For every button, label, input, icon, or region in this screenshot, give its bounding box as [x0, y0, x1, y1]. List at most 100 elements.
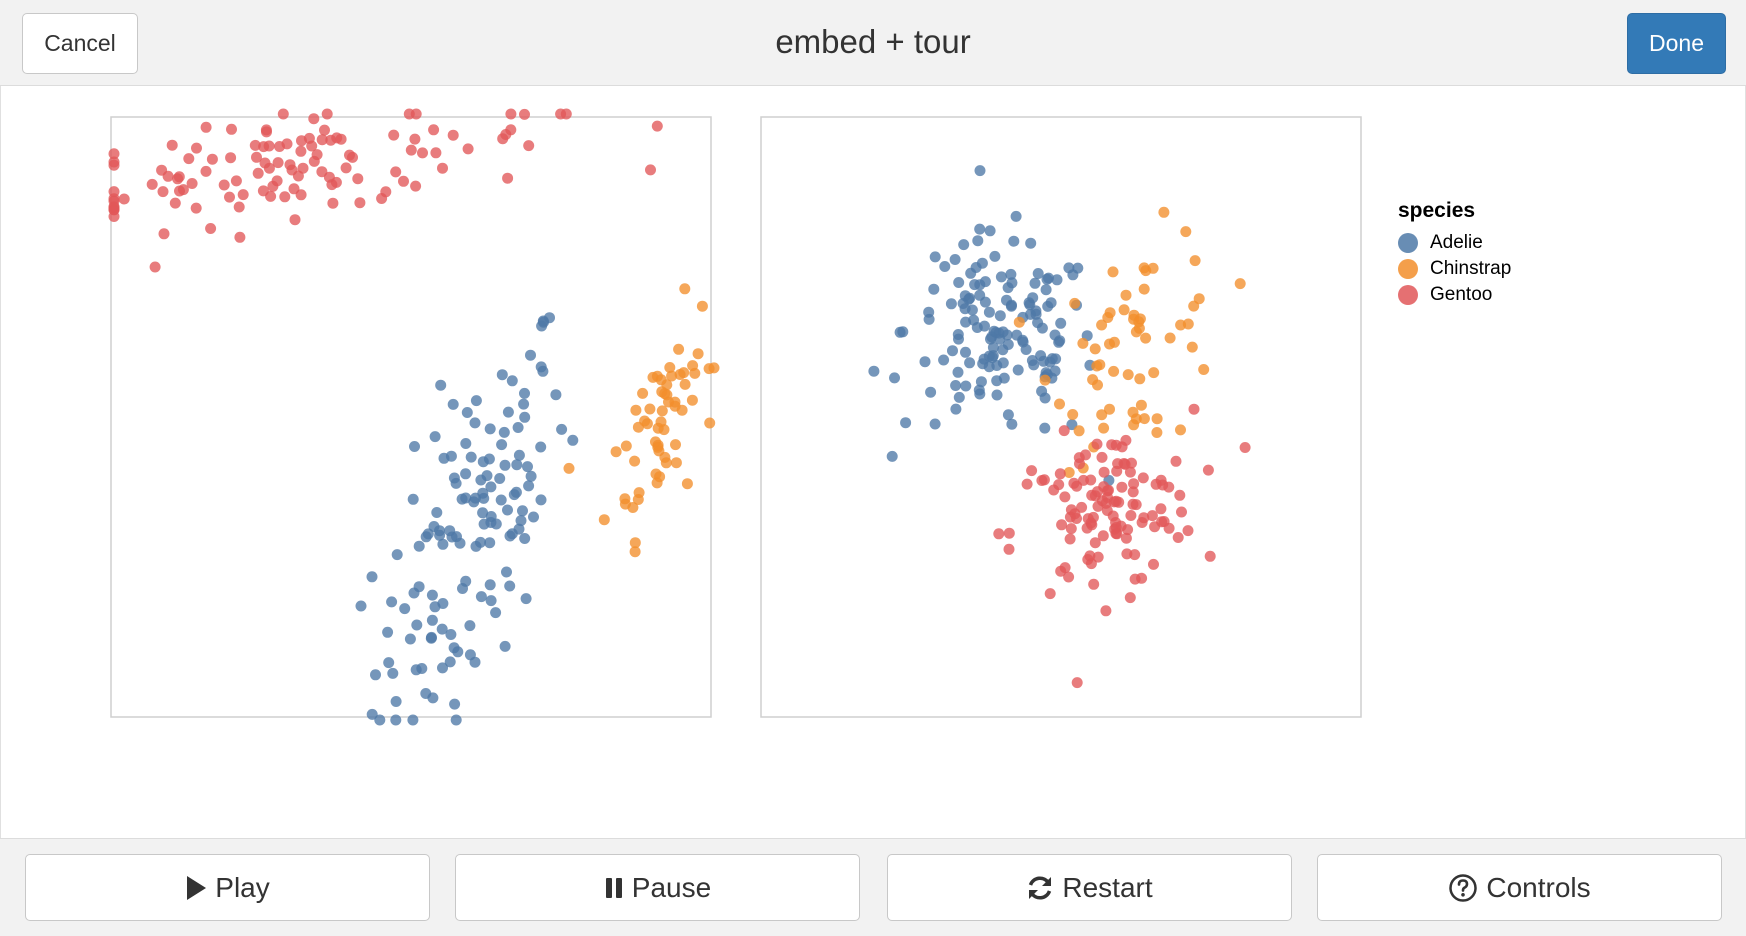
- scatter-point-gentoo: [1036, 475, 1048, 486]
- restart-button[interactable]: Restart: [887, 854, 1292, 921]
- scatter-point-adelie: [974, 223, 986, 235]
- scatter-point-gentoo: [405, 144, 417, 156]
- scatter-point-chinstrap: [1134, 373, 1146, 385]
- scatter-point-chinstrap: [670, 439, 681, 451]
- scatter-point-adelie: [420, 531, 432, 543]
- scatter-point-adelie: [460, 492, 472, 504]
- scatter-point-adelie: [989, 250, 1001, 262]
- scatter-point-adelie: [444, 525, 456, 537]
- top-bar: Cancel embed + tour Done: [0, 0, 1746, 86]
- scatter-point-adelie: [528, 511, 539, 523]
- scatter-point-adelie: [469, 656, 481, 668]
- legend-label: Chinstrap: [1430, 258, 1512, 279]
- scatter-point-gentoo: [1163, 481, 1175, 493]
- scatter-point-chinstrap: [1108, 365, 1120, 377]
- scatter-point-gentoo: [1063, 571, 1075, 583]
- scatter-point-gentoo: [1101, 485, 1113, 497]
- scatter-point-chinstrap: [1140, 332, 1152, 344]
- scatter-point-adelie: [952, 366, 964, 378]
- scatter-point-adelie: [886, 450, 898, 462]
- scatter-panel-embed: [108, 108, 720, 726]
- scatter-point-adelie: [510, 486, 522, 498]
- scatter-point-adelie: [445, 629, 457, 640]
- scatter-point-gentoo: [1112, 458, 1124, 470]
- play-label: Play: [215, 871, 270, 903]
- scatter-point-chinstrap: [666, 370, 678, 382]
- scatter-point-adelie: [1050, 353, 1062, 365]
- scatter-point-chinstrap: [598, 514, 610, 526]
- scatter-point-chinstrap: [1148, 367, 1160, 379]
- controls-button[interactable]: Controls: [1317, 854, 1722, 921]
- scatter-point-gentoo: [1091, 438, 1103, 450]
- scatter-point-gentoo: [206, 153, 218, 165]
- scatter-point-adelie: [366, 708, 378, 720]
- scatter-point-chinstrap: [1063, 467, 1075, 478]
- scatter-point-adelie: [498, 426, 510, 438]
- scatter-point-chinstrap: [1087, 374, 1099, 386]
- scatter-point-adelie: [960, 380, 972, 392]
- play-button[interactable]: Play: [25, 854, 430, 921]
- scatter-point-gentoo: [993, 528, 1005, 540]
- scatter-point-adelie: [1025, 237, 1037, 249]
- scatter-point-adelie: [868, 365, 880, 377]
- scatter-point-chinstrap: [1069, 297, 1081, 309]
- scatter-point-gentoo: [410, 180, 422, 192]
- scatter-point-gentoo: [249, 139, 261, 151]
- pause-button[interactable]: Pause: [455, 854, 860, 921]
- scatter-point-adelie: [484, 423, 496, 435]
- scatter-point-gentoo: [1091, 486, 1103, 498]
- scatter-point-gentoo: [191, 142, 202, 154]
- pause-icon: [605, 877, 622, 898]
- scatter-point-adelie: [519, 533, 531, 544]
- scatter-point-chinstrap: [1151, 427, 1163, 438]
- scatter-point-chinstrap: [1193, 293, 1205, 305]
- scatter-point-gentoo: [1026, 465, 1038, 477]
- scatter-point-gentoo: [1088, 578, 1100, 590]
- scatter-point-gentoo: [500, 129, 512, 140]
- scatter-point-chinstrap: [1013, 316, 1025, 328]
- scatter-point-gentoo: [1121, 548, 1133, 560]
- scatter-point-gentoo: [410, 108, 422, 120]
- scatter-point-adelie: [950, 403, 962, 415]
- scatter-point-adelie: [1038, 355, 1050, 367]
- scatter-point-adelie: [550, 389, 562, 401]
- scatter-point-gentoo: [1107, 510, 1119, 522]
- scatter-point-adelie: [496, 439, 508, 451]
- scatter-point-adelie: [998, 372, 1010, 384]
- scatter-point-chinstrap: [1096, 409, 1108, 421]
- scatter-point-adelie: [499, 640, 511, 652]
- scatter-point-gentoo: [1071, 480, 1083, 492]
- scatter-point-adelie: [520, 593, 532, 605]
- scatter-point-chinstrap: [658, 424, 670, 436]
- scatter-point-adelie: [426, 614, 438, 626]
- scatter-point-gentoo: [1003, 543, 1015, 555]
- pause-label: Pause: [631, 871, 712, 903]
- scatter-point-adelie: [374, 714, 386, 726]
- scatter-point-gentoo: [1084, 550, 1096, 562]
- scatter-point-gentoo: [274, 141, 285, 152]
- scatter-point-chinstrap: [1054, 398, 1065, 410]
- scatter-point-adelie: [979, 276, 991, 288]
- scatter-point-chinstrap: [632, 494, 644, 505]
- scatter-point-gentoo: [1130, 499, 1142, 511]
- scatter-point-chinstrap: [686, 394, 698, 406]
- scatter-point-adelie: [435, 379, 447, 391]
- scatter-point-gentoo: [1085, 474, 1097, 486]
- scatter-point-adelie: [953, 391, 965, 403]
- scatter-point-adelie: [481, 470, 493, 482]
- scatter-point-gentoo: [1176, 506, 1187, 518]
- scatter-point-gentoo: [645, 164, 656, 176]
- scatter-point-chinstrap: [704, 417, 716, 429]
- help-circle-icon: [1449, 873, 1478, 902]
- cancel-button[interactable]: Cancel: [22, 13, 138, 74]
- scatter-point-adelie: [556, 423, 568, 435]
- scatter-point-gentoo: [352, 173, 364, 185]
- scatter-point-gentoo: [272, 157, 284, 169]
- scatter-point-gentoo: [1182, 525, 1194, 537]
- scatter-point-gentoo: [1146, 510, 1158, 522]
- scatter-point-adelie: [1066, 419, 1078, 431]
- scatter-point-chinstrap: [1198, 364, 1210, 375]
- scatter-point-gentoo: [234, 231, 246, 243]
- scatter-point-adelie: [939, 261, 951, 272]
- done-button[interactable]: Done: [1627, 13, 1726, 74]
